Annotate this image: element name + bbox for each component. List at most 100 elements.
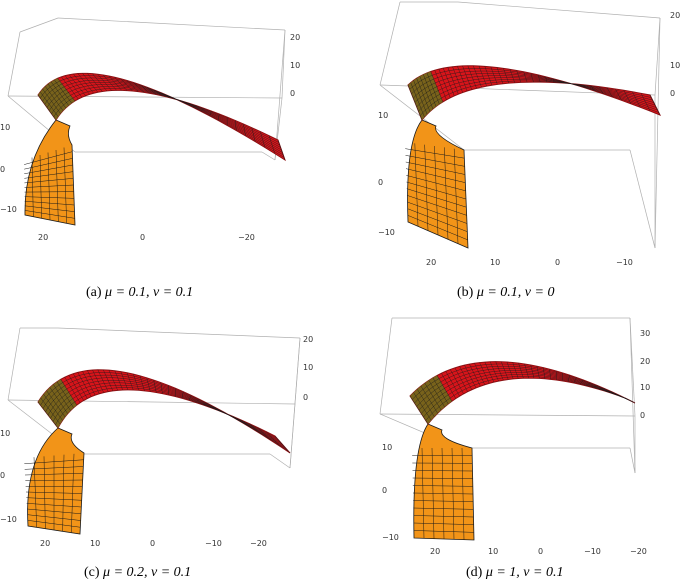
surface-lower-sheet [412,423,475,541]
mesh-line [461,447,465,540]
lower-sheet-fill [413,423,475,541]
caption-c: (c) μ = 0.2, ν = 0.1 [84,565,191,581]
x-tick-label: −20 [250,539,267,548]
tick-labels: 20 10 0 10 0 −10 20 0 −20 [0,33,300,242]
mesh-line [51,86,280,146]
surface-arch [37,369,291,454]
x-tick-label: 0 [538,547,543,556]
mesh-line [453,148,459,244]
box-edge [57,17,286,31]
z-tick-label: 10 [640,383,650,392]
box-edge [274,29,286,161]
x-tick-label: 20 [430,547,440,556]
x-tick-label: 10 [90,539,100,548]
caption-b-label: (b) [457,285,474,300]
y-tick-label: 0 [0,471,5,480]
mesh-line [55,149,59,222]
mesh-line [434,145,439,236]
z-tick-label: 0 [303,393,308,402]
mesh-line [409,68,659,113]
mesh-line [441,447,445,540]
mesh-line [444,147,449,240]
panel-a: 20 10 0 10 0 −10 20 0 −20 [0,0,330,270]
x-tick-label: 20 [40,539,50,548]
box-edge [19,17,59,33]
box-edge [379,413,636,417]
caption-d: (d) μ = 1, ν = 0.1 [466,565,563,581]
y-tick-label: 10 [378,111,388,120]
box-edge [629,317,636,474]
box-edge [7,327,21,401]
mesh-line [416,77,654,108]
arch-shaded-band [38,379,77,428]
mesh-line [40,75,285,158]
tick-labels: 20 10 0 10 0 −10 20 10 0 −10 −20 [0,335,313,548]
box-edge [269,453,291,469]
box-edge [294,337,301,405]
caption-b: (b) μ = 0.1, ν = 0 [457,285,554,301]
mesh-line [46,82,282,151]
arch-shaded-band [410,375,452,424]
mesh-line [425,376,627,421]
mesh-line [418,370,631,411]
x-tick-label: 0 [150,539,155,548]
mesh-line [31,157,34,217]
y-tick-label: 0 [378,178,383,187]
surface-arch [409,361,636,425]
mesh-line [424,144,429,231]
x-tick-label: −20 [630,547,647,556]
mesh-line [63,147,67,224]
surface-plot-b: 20 10 0 10 0 −10 20 10 0 −10 [378,1,680,267]
x-tick-label: −20 [238,233,255,242]
y-tick-label: 10 [382,443,392,452]
mesh-line [423,374,628,418]
z-tick-label: 10 [670,61,680,70]
surface-plot-d: 30 20 10 0 10 0 −10 20 10 0 −10 −20 [379,317,650,556]
y-tick-label: 0 [0,165,5,174]
mesh-line [418,79,653,112]
y-tick-label: −10 [0,205,17,214]
y-tick-label: −10 [382,533,399,542]
x-tick-label: −10 [205,539,222,548]
arch-fill [37,369,291,454]
mesh-line [71,453,75,533]
box-edge [281,29,286,99]
x-tick-label: −10 [616,258,633,267]
mesh-line [55,387,277,439]
caption-a: (a) μ = 0.1, ν = 0.1 [86,285,193,301]
box-edge [289,403,296,469]
y-tick-label: 10 [0,123,10,132]
surface-arch [37,72,286,162]
tick-labels: 30 20 10 0 10 0 −10 20 10 0 −10 −20 [382,329,650,556]
x-tick-label: −10 [584,547,601,556]
z-tick-label: 10 [303,363,313,372]
box-edge [629,149,656,249]
lower-sheet-fill [27,427,85,535]
mesh-line [414,143,419,227]
z-tick-label: 20 [303,335,313,344]
panel-b: 20 10 0 10 0 −10 20 10 0 −10 [360,0,685,270]
z-tick-label: 10 [290,61,300,70]
mesh-line [43,456,46,529]
arch-shaded-band [38,78,75,120]
caption-c-math: μ = 0.2, ν = 0.1 [103,565,192,580]
z-tick-label: 0 [640,411,645,420]
mesh-line [414,365,633,404]
mesh-line [33,457,37,528]
y-tick-label: −10 [0,515,17,524]
z-tick-label: 20 [670,11,680,20]
mesh-line [42,77,284,156]
lower-sheet-fill [407,119,469,249]
x-tick-label: 20 [426,258,436,267]
x-tick-label: 10 [490,258,500,267]
surface-arch [407,65,662,121]
box-edge [654,17,661,96]
z-tick-label: 20 [290,33,300,42]
mesh-line [49,84,281,148]
z-tick-label: 20 [640,357,650,366]
surface-plot-c: 20 10 0 10 0 −10 20 10 0 −10 −20 [0,327,313,548]
box-edge [379,1,401,86]
surface-plot-a: 20 10 0 10 0 −10 20 0 −20 [0,17,300,242]
mesh-line [421,447,425,539]
box-edge [7,31,21,97]
